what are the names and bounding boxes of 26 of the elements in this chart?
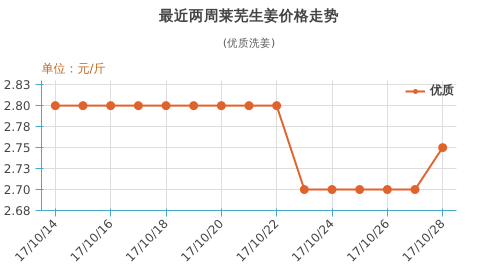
- y-tick-label: 2.70: [4, 183, 30, 198]
- y-tick-label: 2.73: [4, 162, 30, 176]
- point: [162, 101, 170, 110]
- point: [300, 185, 309, 194]
- chart-subtitle: (优质洗姜): [222, 36, 276, 50]
- point: [382, 185, 392, 194]
- point: [189, 101, 198, 110]
- chart-title: 最近两周莱芜生姜价格走势: [158, 6, 339, 24]
- y-tick-label: 2.68: [4, 204, 30, 218]
- point: [328, 185, 336, 194]
- point: [216, 101, 226, 110]
- point: [272, 101, 282, 110]
- point: [106, 101, 116, 110]
- point: [355, 185, 364, 194]
- y-tick-label: 2.80: [4, 99, 30, 114]
- point: [78, 101, 88, 110]
- y-tick-label: 2.75: [4, 141, 30, 156]
- text: 单位：元/斤: [42, 62, 106, 76]
- point: [438, 143, 448, 152]
- point: [410, 185, 420, 194]
- y-tick-label: 2.78: [4, 120, 30, 134]
- point: [50, 101, 60, 110]
- legend-label: 优质: [430, 82, 454, 99]
- point: [244, 101, 254, 110]
- point: [134, 101, 143, 110]
- y-tick-label: 2.83: [4, 78, 30, 92]
